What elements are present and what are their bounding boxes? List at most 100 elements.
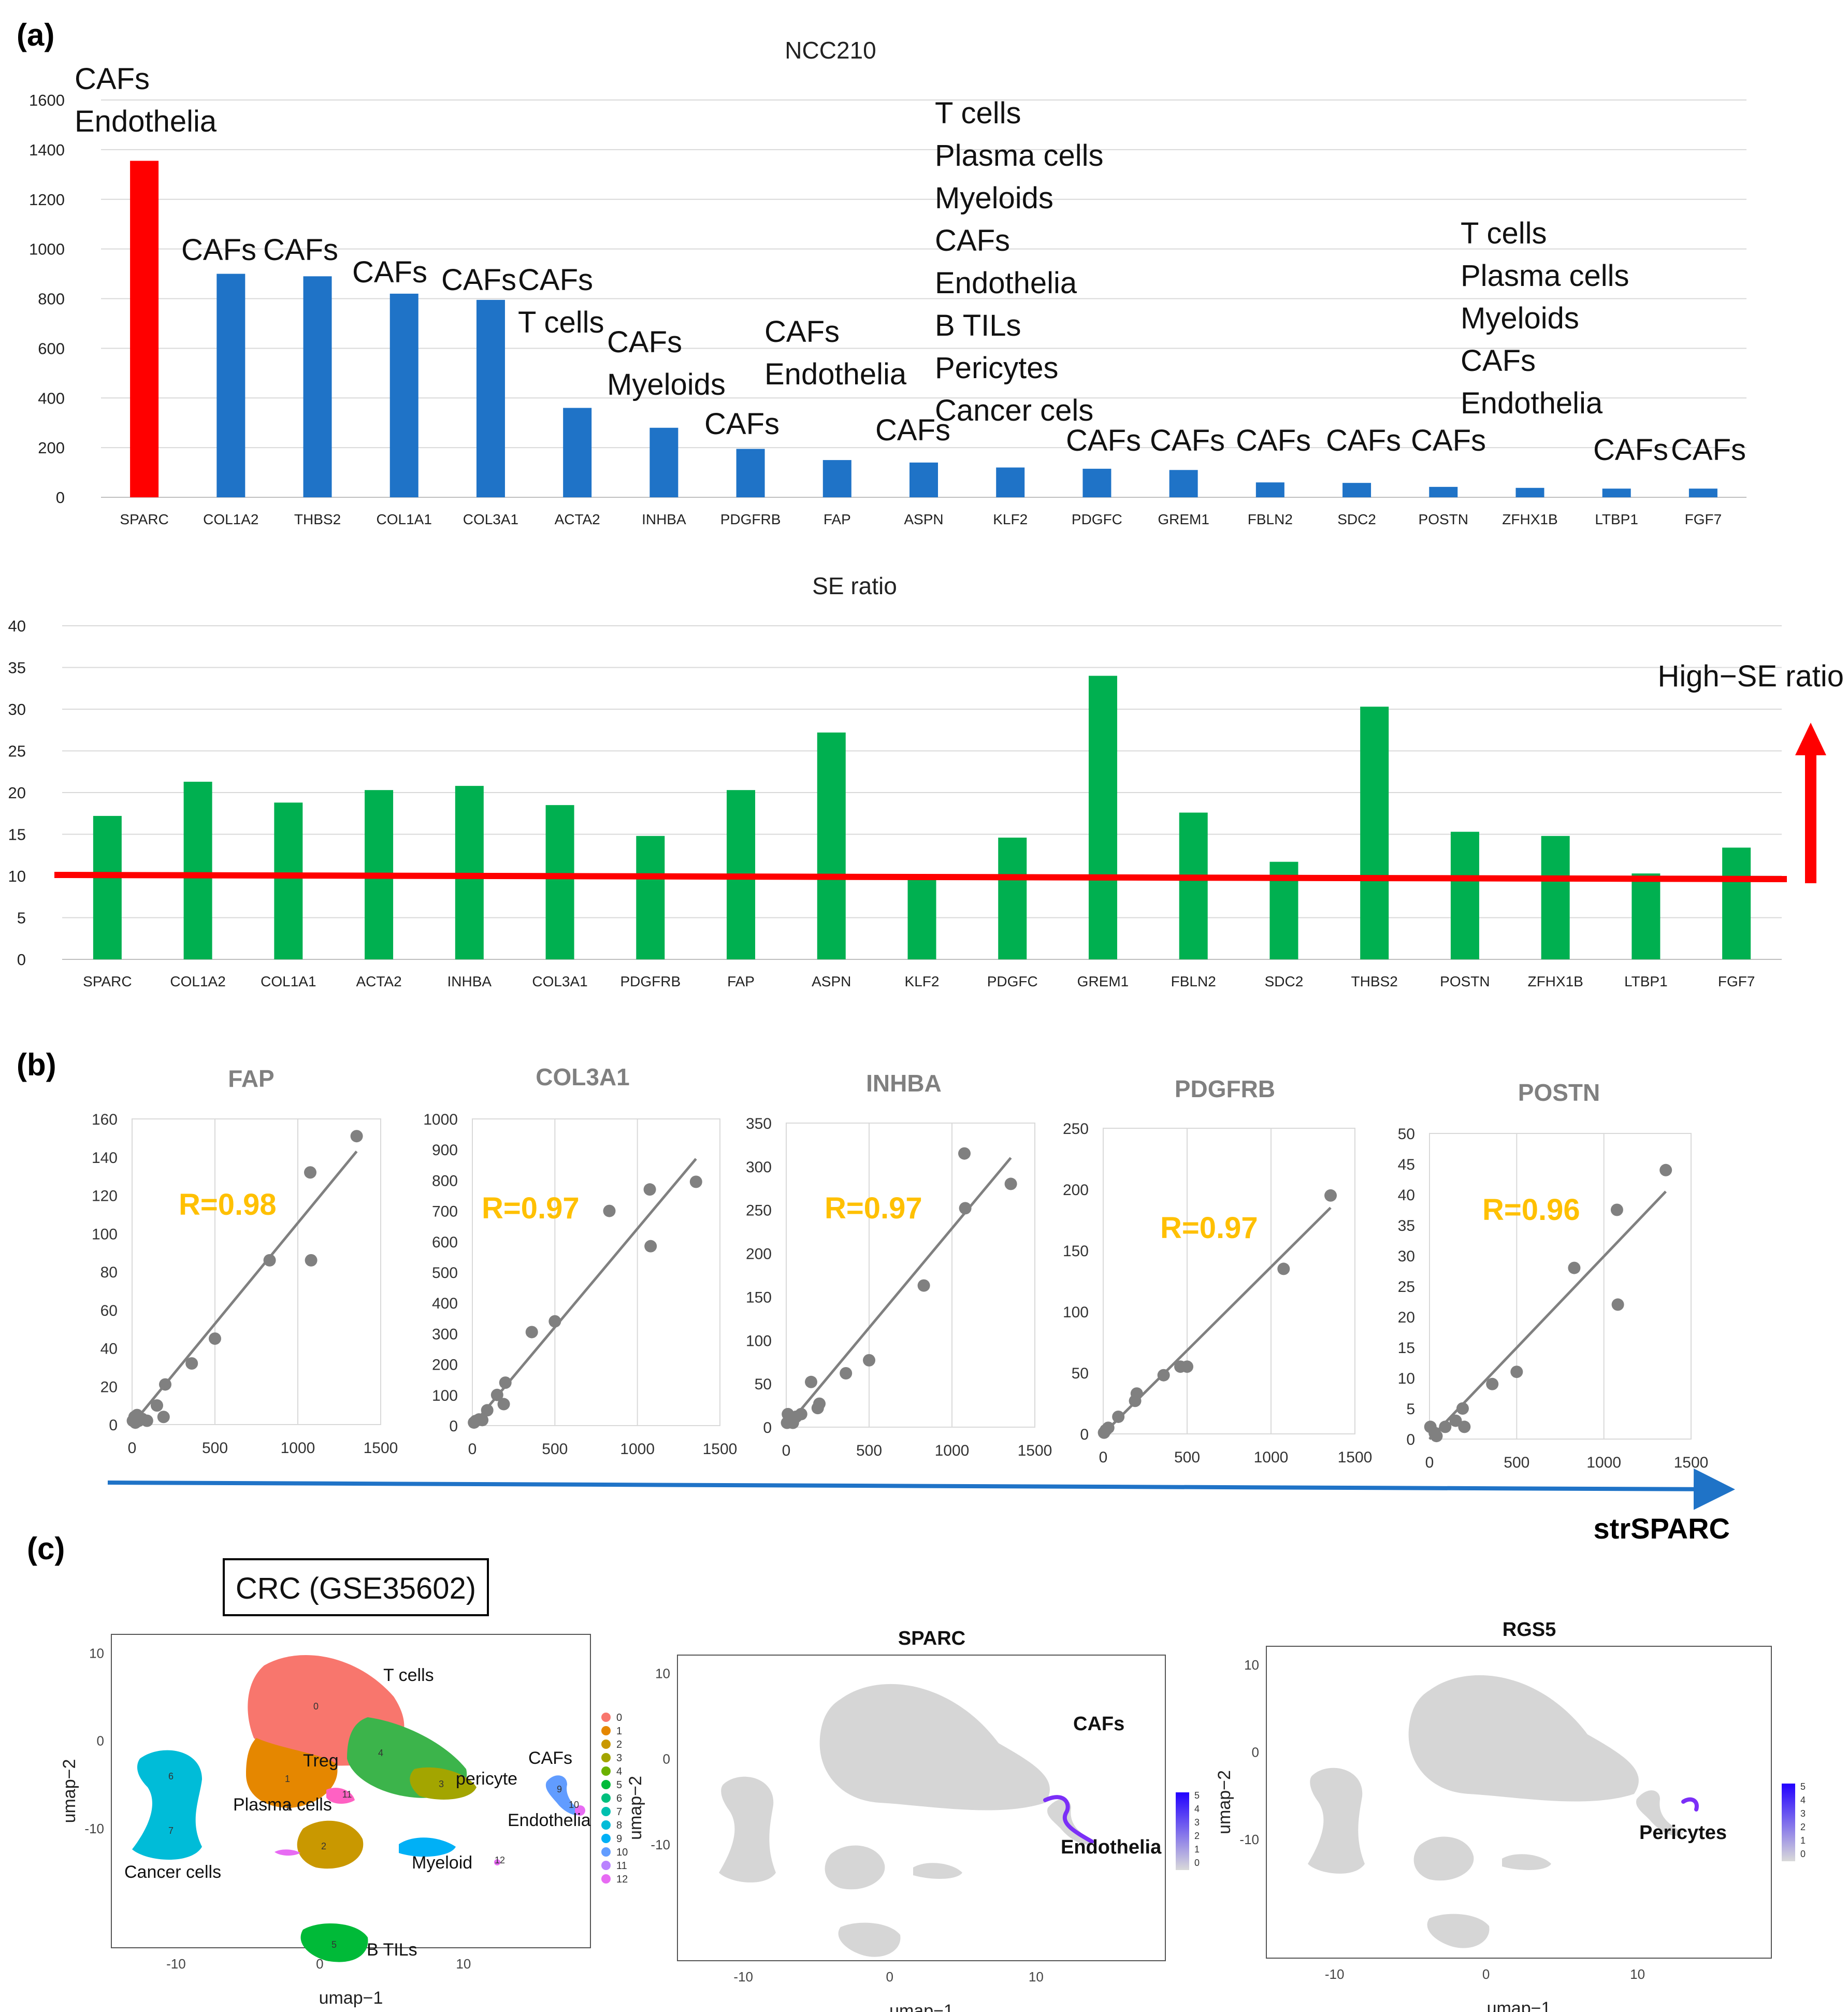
data-point — [497, 1398, 510, 1411]
bar-col1a1 — [274, 802, 303, 959]
x-tick-label: -10 — [166, 1956, 186, 1972]
panel-label-c: (c) — [27, 1531, 65, 1566]
bar-fgf7 — [1722, 847, 1751, 959]
data-point — [1112, 1410, 1125, 1423]
x-tick-label: SDC2 — [1337, 511, 1376, 527]
y-tick-label: 45 — [1398, 1156, 1415, 1173]
umap-sparc-expression-highlight — [1043, 1795, 1094, 1844]
legend-swatch — [601, 1847, 611, 1857]
umap-panel: CRC (GSE35602)-10 0 10100-10umap−1umap−201… — [60, 1558, 1806, 2012]
bar-annotation: CAFs — [607, 325, 682, 359]
y-tick-label: 400 — [38, 389, 65, 407]
y-tick-label: 100 — [432, 1387, 458, 1404]
x-tick-label: COL1A2 — [170, 973, 225, 989]
umap-rgs5-tcell-cluster — [1408, 1675, 1639, 1802]
legend-label: 12 — [616, 1874, 628, 1885]
data-point — [476, 1414, 489, 1427]
cluster-number: 10 — [569, 1800, 579, 1810]
x-tick-label: 1000 — [620, 1441, 655, 1458]
data-point — [1004, 1177, 1017, 1190]
y-tick-label: 50 — [1398, 1126, 1415, 1143]
bar-annotation: CAFs — [1326, 424, 1401, 457]
bar-annotation: CAFs — [181, 233, 256, 267]
x-tick-label: LTBP1 — [1595, 511, 1638, 527]
cluster-label: pericyte — [456, 1769, 517, 1789]
bar-annotation: CAFs — [1671, 433, 1746, 467]
x-tick-label: SPARC — [120, 511, 168, 527]
data-point — [525, 1326, 538, 1339]
scale-tick: 3 — [1194, 1817, 1200, 1828]
bar-ltbp1 — [1632, 873, 1661, 959]
y-tick-label: 50 — [755, 1376, 772, 1393]
y-tick-label: 800 — [432, 1172, 458, 1189]
bar-pdgfc — [998, 837, 1027, 959]
data-point — [1449, 1414, 1462, 1427]
data-point — [1181, 1360, 1193, 1373]
legend-swatch — [601, 1740, 611, 1749]
cluster-label: CAFs — [528, 1748, 572, 1768]
bar-col1a2 — [216, 274, 246, 497]
bar-fap — [822, 460, 851, 497]
y-tick-label: 250 — [746, 1202, 772, 1219]
umap-rgs5-expression-highlight — [1681, 1797, 1699, 1812]
umap-clusters: -10 0 10100-10umap−1umap−20123456789101112… — [60, 1634, 628, 2008]
umap-rgs5-myeloid-cluster — [1502, 1854, 1551, 1870]
x-tick-label: 0 — [1099, 1449, 1108, 1466]
cluster-label: Endothelia — [508, 1810, 591, 1830]
bar-annotation: CAFs — [1593, 433, 1668, 467]
y-axis-label: umap−2 — [60, 1759, 79, 1823]
bar-grem1 — [1088, 676, 1117, 959]
cluster-12 — [494, 1859, 500, 1865]
cluster-number: 4 — [378, 1748, 383, 1758]
data-point — [689, 1175, 702, 1188]
bar-pdgfrb — [736, 449, 765, 497]
cluster-endothelia — [575, 1805, 585, 1816]
x-tick-label: PDGFC — [987, 973, 1038, 989]
strsparc-axis-label: strSPARC — [1594, 1512, 1730, 1545]
x-tick-label: KLF2 — [993, 511, 1028, 527]
scale-tick: 3 — [1800, 1808, 1806, 1819]
y-tick-label: 5 — [1406, 1401, 1415, 1418]
y-tick-label: 0 — [1252, 1745, 1259, 1760]
cluster-12-plasma — [275, 1849, 300, 1856]
data-point — [603, 1204, 616, 1217]
cluster-label: B TILs — [367, 1940, 417, 1960]
bar-fbln2 — [1179, 812, 1208, 959]
y-tick-label: -10 — [651, 1837, 670, 1852]
legend-swatch — [601, 1834, 611, 1843]
x-tick-label: KLF2 — [905, 973, 940, 989]
bar-annotation: T cells — [935, 96, 1021, 130]
threshold-line — [54, 872, 1787, 882]
cluster-label: T cells — [383, 1665, 434, 1685]
bar-annotation: CAFs — [518, 263, 593, 297]
y-tick-label: 600 — [432, 1234, 458, 1251]
x-axis-label: umap−1 — [319, 1988, 383, 2008]
r-value-label: R=0.97 — [825, 1191, 922, 1225]
bar-annotation: CAFs — [352, 255, 427, 289]
legend-swatch — [601, 1780, 611, 1789]
y-tick-label: 1200 — [29, 191, 65, 209]
y-tick-label: 150 — [1063, 1243, 1089, 1260]
bar-ltbp1 — [1602, 488, 1631, 497]
bar-postn — [1450, 831, 1479, 959]
bar-thbs2 — [1360, 707, 1389, 959]
y-tick-label: 300 — [432, 1326, 458, 1343]
x-tick-label: SPARC — [83, 973, 132, 989]
x-tick-label: 1000 — [935, 1442, 970, 1459]
x-tick-label: 1500 — [1674, 1454, 1709, 1471]
x-tick-label: COL3A1 — [463, 511, 518, 527]
umap-sparc-frame — [677, 1655, 1166, 1961]
y-tick-label: 100 — [92, 1226, 118, 1243]
scatter-pdgfrb: 0 500 1000 1500 0 50 100 150 200 250 PDGFRB R=0.97 — [1063, 1075, 1372, 1466]
bar-col1a1 — [389, 293, 418, 497]
y-tick-label: 25 — [1398, 1278, 1415, 1296]
umap-rgs5-annotation: Pericytes — [1639, 1822, 1727, 1844]
bar-col3a1 — [545, 805, 574, 959]
data-point — [157, 1411, 170, 1424]
legend-swatch — [601, 1753, 611, 1762]
data-point — [813, 1397, 826, 1410]
bar-annotation: Cancer cels — [935, 394, 1093, 427]
y-tick-label: 1000 — [423, 1111, 458, 1128]
scatter-inhba: 0 500 1000 1500 0 50 100 150 200 250 300 350 INHBA R=… — [746, 1070, 1052, 1459]
scale-tick: 4 — [1194, 1804, 1200, 1814]
